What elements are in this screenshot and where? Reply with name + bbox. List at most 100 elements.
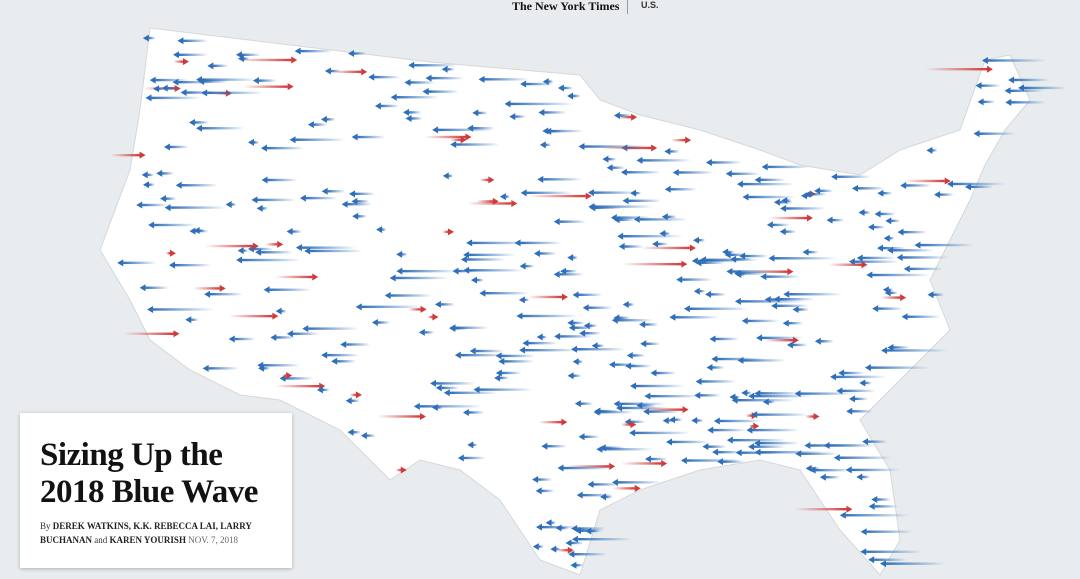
arrow-head	[498, 357, 505, 365]
arrow-tail	[639, 218, 689, 221]
arrow-head	[617, 232, 624, 240]
arrow-tail	[524, 298, 530, 302]
arrow-tail	[147, 173, 154, 177]
arrow-tail	[476, 200, 493, 203]
arrow-head	[538, 108, 545, 116]
arrow-tail	[882, 246, 906, 250]
arrow-tail	[377, 321, 391, 324]
arrow-head	[567, 546, 574, 554]
arrow-tail	[745, 254, 769, 258]
arrow-tail	[717, 357, 765, 361]
arrow-head	[161, 84, 168, 92]
arrow-head	[255, 248, 262, 256]
arrow-tail	[382, 228, 387, 231]
arrow-tail	[428, 90, 460, 93]
arrow-head	[237, 247, 244, 255]
arrow-tail	[700, 394, 721, 397]
arrow-head	[384, 292, 391, 300]
arrow-tail	[624, 245, 644, 248]
arrow-tail	[837, 175, 872, 178]
arrow-head	[164, 204, 171, 212]
arrow-head	[260, 144, 267, 152]
arrow-head	[582, 304, 589, 312]
arrow-tail	[167, 86, 181, 90]
arrow-tail	[263, 364, 301, 367]
arrow-head	[636, 156, 643, 164]
arrow-tail	[347, 203, 373, 206]
arrow-tail	[601, 146, 652, 150]
arrow-tail	[538, 420, 562, 424]
arrow-head	[141, 171, 148, 179]
arrow-tail	[820, 189, 834, 193]
author[interactable]: DEREK WATKINS, K.K. REBECCA LAI, LARRY B…	[40, 521, 252, 545]
arrow-head	[389, 274, 396, 282]
arrow-head	[630, 382, 637, 390]
logo[interactable]: The New York Times	[512, 0, 620, 13]
arrow-head	[450, 141, 457, 149]
arrow-head	[977, 98, 984, 106]
arrow-tail	[151, 96, 201, 100]
arrow-head	[884, 289, 891, 297]
arrow-head	[219, 284, 226, 292]
arrow-tail	[588, 306, 613, 309]
arrow-head	[631, 113, 638, 121]
arrow-tail	[175, 263, 212, 267]
arrow-tail	[754, 445, 786, 448]
arrow-tail	[668, 419, 674, 422]
arrow-tail	[526, 82, 555, 86]
arrow-head	[981, 56, 988, 64]
author[interactable]: KAREN YOURISH	[109, 535, 186, 545]
arrow-tail	[527, 295, 562, 299]
arrow-head	[709, 335, 716, 343]
headline: Sizing Up the 2018 Blue Wave	[40, 437, 258, 510]
arrow-tail	[658, 242, 669, 246]
arrow-tail	[254, 141, 260, 144]
arrow-tail	[194, 121, 210, 124]
arrow-tail	[463, 456, 486, 460]
arrow-head	[553, 218, 560, 226]
arrow-tail	[525, 264, 535, 268]
arrow-head	[430, 379, 437, 387]
arrow-head	[773, 198, 780, 206]
arrow-head	[520, 189, 527, 197]
arrow-head	[263, 286, 270, 294]
section-link[interactable]: U.S.	[641, 0, 659, 10]
arrow-head	[304, 247, 311, 255]
arrow-head	[741, 389, 748, 397]
arrow-head	[396, 267, 403, 275]
arrow-head	[585, 192, 592, 200]
arrow-head	[442, 172, 449, 180]
arrow-head	[622, 301, 629, 309]
arrow-head	[693, 287, 700, 295]
arrow-head	[225, 200, 232, 208]
arrow-head	[542, 127, 549, 135]
arrow-tail	[718, 450, 743, 454]
arrow-head	[693, 236, 700, 244]
arrow-tail	[354, 192, 375, 196]
arrow-head	[519, 262, 526, 270]
arrow-tail	[186, 91, 217, 94]
arrow-head	[876, 244, 883, 252]
arrow-tail	[705, 258, 760, 262]
arrow-head	[291, 56, 298, 64]
arrow-head	[519, 346, 526, 354]
arrow-tail	[640, 246, 690, 250]
arrow-head	[805, 464, 812, 472]
arrow-tail	[469, 253, 516, 257]
arrow-head	[522, 339, 529, 347]
arrow-head	[404, 78, 411, 86]
arrow-tail	[577, 527, 607, 530]
arrow-tail	[395, 468, 401, 472]
arrow-head	[626, 351, 633, 359]
arrow-tail	[852, 410, 873, 413]
arrow-tail	[713, 428, 746, 432]
arrow-head	[639, 320, 646, 328]
arrow-tail	[1024, 86, 1067, 90]
arrow-head	[792, 306, 799, 314]
arrow-tail	[538, 545, 544, 548]
arrow-head	[591, 342, 598, 350]
arrow-tail	[675, 316, 719, 319]
arrow-tail	[635, 431, 690, 435]
arrow-tail	[541, 489, 555, 493]
